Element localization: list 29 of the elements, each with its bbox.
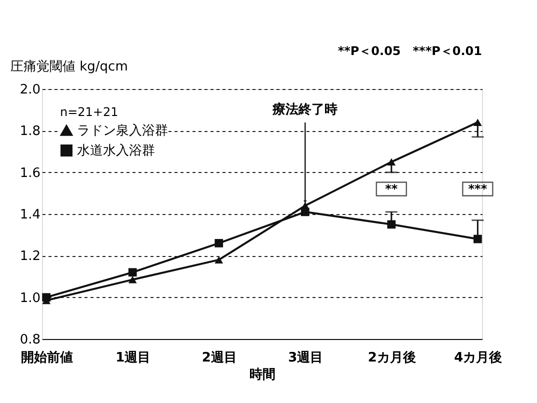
point xyxy=(387,220,396,229)
y-axis-title: 圧痛覚閾値 kg/qcm xyxy=(10,60,128,74)
y-tick-label: 1.6 xyxy=(20,166,40,181)
annotation: 療法終了時 xyxy=(272,102,338,118)
x-tick-label: 4カ月後 xyxy=(454,350,502,366)
y-tick-label: 1.0 xyxy=(20,290,40,306)
point xyxy=(128,268,137,277)
y-tick-label: 1.8 xyxy=(20,124,40,140)
point xyxy=(214,256,224,264)
point xyxy=(300,208,310,216)
x-axis-title: 時間 xyxy=(250,368,276,382)
legend-label: ラドン泉入浴群 xyxy=(77,124,168,138)
annotation: *** xyxy=(468,182,488,196)
point xyxy=(214,238,224,248)
x-tick-label: 3週目 xyxy=(288,350,324,366)
y-tick-label: 2.0 xyxy=(20,82,40,98)
legend-label: 水道水入浴群 xyxy=(77,144,155,158)
x-tick-label: 開始前値 xyxy=(20,350,73,366)
x-tick-label: 1週目 xyxy=(116,350,151,366)
point xyxy=(42,293,50,302)
text: **P＜0.05 ***P＜0.01 xyxy=(338,44,482,58)
y-tick-label: 1.4 xyxy=(20,208,40,222)
x-tick-label: 2週目 xyxy=(202,350,237,366)
legend-title: n=21+21 xyxy=(60,105,118,119)
annotation: ** xyxy=(385,182,398,196)
point xyxy=(128,276,137,284)
y-tick-label: 0.8 xyxy=(20,332,40,348)
x-tick-label: 2カ月後 xyxy=(368,350,416,366)
y-tick-label: 1.2 xyxy=(20,249,40,264)
